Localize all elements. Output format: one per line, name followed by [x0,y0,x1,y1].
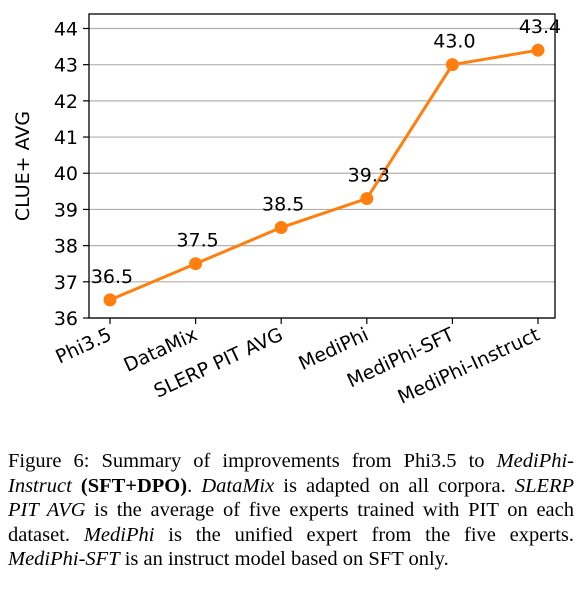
data-point [445,58,459,72]
data-point [103,293,117,307]
caption-text: is an instruct model based on SFT only. [119,548,449,570]
caption-bold-text: (SFT+DPO) [80,474,188,497]
data-point [531,43,545,57]
caption-model-name: SLERP PIT AVG [8,474,575,522]
figure-caption: Figure 6: Summary of improvements from P… [8,449,574,572]
caption-text: is adapted on all corpora. [274,474,515,497]
caption-model-name: MediPhi-Instruct [8,450,574,497]
data-label: 43.4 [519,16,561,38]
y-tick-label: 43 [54,55,78,77]
y-tick-label: 42 [54,91,78,113]
y-tick-label: 37 [54,272,78,294]
y-tick-label: 41 [54,127,78,149]
data-point [189,257,203,271]
caption-text: is the unified expert from the five expe… [154,523,575,546]
caption-model-name: DataMix [201,474,275,497]
caption-model-name: MediPhi [83,523,155,546]
y-tick-label: 44 [54,18,78,40]
y-axis-ticks: 36 37 38 39 40 41 42 43 44 [54,18,89,330]
y-tick-label: 36 [54,308,78,330]
plot-frame [88,13,556,319]
caption-model-name: MediPhi-SFT [8,548,120,570]
data-label: 36.5 [91,266,133,288]
data-label: 39.3 [348,165,390,187]
y-axis-label: CLUE+ AVG [12,111,34,221]
grid-lines [89,27,555,319]
data-label: 37.5 [176,230,218,252]
data-points [103,43,545,307]
series-line-group [109,48,539,302]
data-point [360,192,374,206]
series-line [109,48,539,302]
x-tick-label: MediPhi-Instruct [394,324,543,409]
data-labels: 36.5 37.5 38.5 39.3 43.0 43.4 [91,16,561,288]
x-tick-label: Phi3.5 [52,324,115,369]
caption-text: . [187,474,202,497]
data-label: 38.5 [262,194,304,216]
line-chart: 36.5 37.5 38.5 39.3 43.0 43.4 36 37 38 39 40 41 42 4… [12,13,561,409]
caption-label: Figure 6: [8,450,90,472]
data-label: 43.0 [433,31,475,53]
caption-text [72,475,81,497]
y-tick-label: 39 [54,199,78,221]
caption-text: Summary of improvements from Phi3.5 to [89,450,497,472]
data-point [274,221,288,235]
y-tick-label: 40 [54,163,78,185]
caption-text: is the average of five experts trained w… [8,499,575,546]
y-tick-label: 38 [54,236,78,258]
